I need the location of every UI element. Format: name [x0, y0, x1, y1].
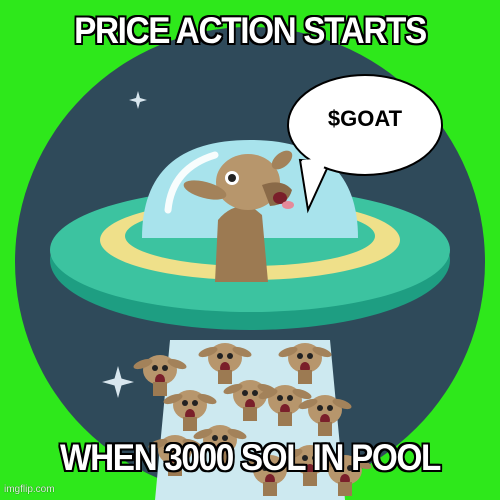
watermark: imgflip.com [4, 484, 55, 495]
goat-head-icon [183, 150, 294, 282]
speech-bubble-text: $GOAT [327, 106, 403, 131]
sparkle-icon [102, 366, 134, 398]
top-caption: PRICE ACTION STARTS [74, 10, 427, 51]
bottom-caption: WHEN 3000 SOL IN POOL [60, 437, 441, 478]
sparkle-icon [129, 91, 147, 109]
speech-bubble-icon [287, 74, 443, 214]
